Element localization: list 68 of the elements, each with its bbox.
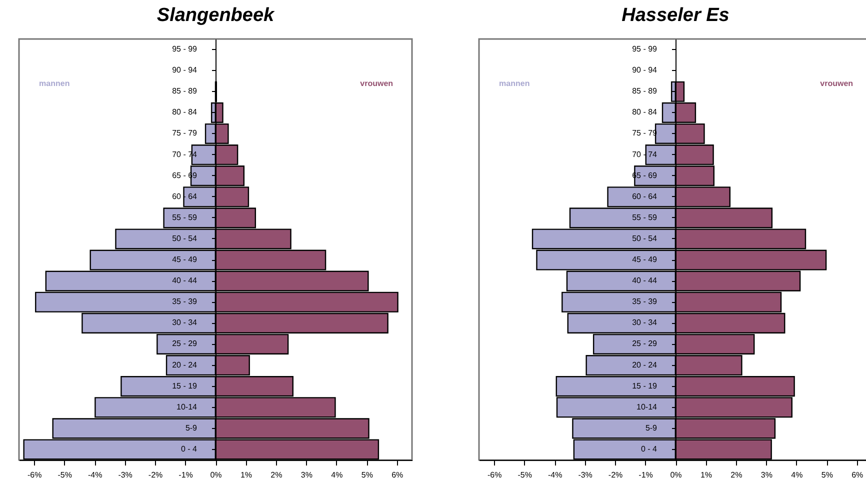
y-tick-label: 5-9 (645, 423, 658, 432)
x-tick-label: 3% (300, 470, 312, 480)
chart-title: Hasseler Es (622, 5, 730, 26)
y-tick-label: 70 - 74 (632, 150, 658, 159)
x-tick-label: -5% (58, 470, 72, 480)
y-tick-label: 60 - 64 (172, 192, 198, 201)
y-tick-label: 15 - 19 (632, 381, 658, 390)
x-tick-label: 1% (700, 470, 712, 480)
y-tick-label: 0 - 4 (640, 444, 658, 454)
x-tick-label: 2% (730, 470, 742, 480)
text: mannen (39, 79, 70, 88)
x-tick-label: 5% (361, 470, 373, 480)
text: vrouwen (820, 79, 854, 88)
y-tick-label: 5-9 (185, 423, 198, 432)
y-tick-label: 20 - 24 (632, 360, 658, 370)
x-tick-label: 0% (210, 470, 222, 480)
x-tick-label: -6% (488, 470, 502, 480)
x-tick-label: 4% (791, 470, 803, 480)
y-tick-label: 35 - 39 (632, 297, 658, 306)
x-tick-label: 4% (331, 470, 343, 480)
y-tick-label: 15 - 19 (172, 381, 198, 390)
y-tick-label: 95 - 99 (172, 44, 198, 54)
x-tick-label: -6% (28, 470, 42, 480)
y-tick-label: 55 - 59 (632, 212, 658, 222)
y-tick-label: 55 - 59 (172, 212, 198, 222)
y-tick-label: 75 - 79 (172, 128, 198, 138)
x-tick-label: -1% (638, 470, 653, 480)
y-tick-label: 25 - 29 (632, 339, 658, 348)
chart-title: Slangenbeek (156, 5, 276, 26)
text: vrouwen (360, 79, 394, 88)
x-tick-label: -3% (578, 470, 592, 480)
y-tick-label: 45 - 49 (172, 255, 198, 264)
y-tick-label: 80 - 84 (172, 108, 198, 117)
x-tick-label: -2% (608, 470, 623, 480)
x-tick-label: -3% (118, 470, 132, 480)
y-tick-label: 40 - 44 (632, 276, 658, 286)
y-tick-label: 35 - 39 (172, 297, 198, 306)
x-tick-label: 1% (240, 470, 252, 480)
y-tick-label: 50 - 54 (172, 234, 198, 243)
x-tick-label: 2% (270, 470, 282, 480)
x-tick-label: 6% (392, 470, 404, 480)
y-tick-label: 85 - 89 (632, 86, 658, 96)
y-tick-label: 40 - 44 (172, 276, 198, 286)
y-tick-label: 10-14 (176, 402, 198, 412)
y-tick-label: 30 - 34 (172, 318, 198, 328)
y-tick-label: 0 - 4 (180, 444, 198, 454)
text: mannen (499, 79, 530, 88)
y-tick-label: 10-14 (636, 402, 658, 412)
x-tick-label: -4% (88, 470, 102, 480)
y-tick-label: 90 - 94 (172, 66, 198, 75)
x-tick-label: -5% (518, 470, 532, 480)
y-tick-label: 60 - 64 (632, 192, 658, 201)
x-tick-label: 3% (760, 470, 772, 480)
x-tick-label: -1% (178, 470, 193, 480)
y-tick-label: 45 - 49 (632, 255, 658, 264)
y-tick-label: 90 - 94 (632, 66, 658, 75)
x-tick-label: -4% (548, 470, 562, 480)
x-tick-label: 6% (852, 470, 864, 480)
y-tick-label: 30 - 34 (632, 318, 658, 328)
y-tick-label: 95 - 99 (632, 44, 658, 54)
y-tick-label: 50 - 54 (632, 234, 658, 243)
y-tick-label: 85 - 89 (172, 86, 198, 96)
x-tick-label: 0% (670, 470, 682, 480)
y-tick-label: 80 - 84 (632, 108, 658, 117)
y-tick-label: 25 - 29 (172, 339, 198, 348)
x-tick-label: -2% (148, 470, 163, 480)
x-tick-label: 5% (821, 470, 833, 480)
y-tick-label: 20 - 24 (172, 360, 198, 370)
